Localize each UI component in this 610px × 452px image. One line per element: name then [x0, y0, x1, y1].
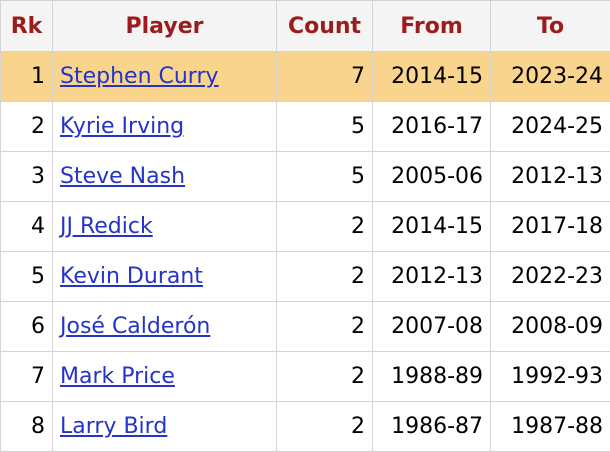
player-link[interactable]: Kyrie Irving — [60, 114, 185, 139]
cell: 2 — [0, 101, 53, 152]
player-link[interactable]: JJ Redick — [60, 214, 153, 239]
cell: 2012-13 — [490, 151, 610, 202]
cell: 2 — [276, 251, 373, 302]
column-header: To — [490, 0, 610, 52]
table-row: 7 Mark Price 2 1988-89 1992-93 — [0, 351, 610, 402]
player-cell: Kyrie Irving — [52, 101, 277, 152]
cell: 2 — [276, 201, 373, 252]
cell: 5 — [276, 151, 373, 202]
player-cell: José Calderón — [52, 301, 277, 352]
column-header: Count — [276, 0, 373, 52]
cell: 2008-09 — [490, 301, 610, 352]
cell: 2 — [276, 351, 373, 402]
table-row: 3 Steve Nash 5 2005-06 2012-13 — [0, 151, 610, 202]
table-row: 5 Kevin Durant 2 2012-13 2022-23 — [0, 251, 610, 302]
cell: 1988-89 — [372, 351, 491, 402]
cell: 6 — [0, 301, 53, 352]
cell: 7 — [276, 51, 373, 102]
cell: 2023-24 — [490, 51, 610, 102]
cell: 1986-87 — [372, 401, 491, 452]
table-row: 4 JJ Redick 2 2014-15 2017-18 — [0, 201, 610, 252]
cell: 2007-08 — [372, 301, 491, 352]
column-header: Rk — [0, 0, 53, 52]
cell: 1 — [0, 51, 53, 102]
table-row: 1 Stephen Curry 7 2014-15 2023-24 — [0, 51, 610, 102]
column-header: From — [372, 0, 491, 52]
cell: 2014-15 — [372, 51, 491, 102]
cell: 2017-18 — [490, 201, 610, 252]
cell: 2005-06 — [372, 151, 491, 202]
cell: 2014-15 — [372, 201, 491, 252]
player-cell: JJ Redick — [52, 201, 277, 252]
cell: 2012-13 — [372, 251, 491, 302]
header-row: Rk Player Count From To — [0, 0, 610, 52]
player-cell: Stephen Curry — [52, 51, 277, 102]
table-row: 6 José Calderón 2 2007-08 2008-09 — [0, 301, 610, 352]
cell: 5 — [276, 101, 373, 152]
cell: 2 — [276, 301, 373, 352]
player-link[interactable]: Stephen Curry — [60, 64, 219, 89]
table-body: 1 Stephen Curry 7 2014-15 2023-24 2 Kyrie Irvi… — [0, 51, 610, 452]
cell: 1987-88 — [490, 401, 610, 452]
player-link[interactable]: Steve Nash — [60, 164, 186, 189]
cell: 5 — [0, 251, 53, 302]
cell: 3 — [0, 151, 53, 202]
table-row: 2 Kyrie Irving 5 2016-17 2024-25 — [0, 101, 610, 152]
cell: 2024-25 — [490, 101, 610, 152]
player-link[interactable]: Mark Price — [60, 364, 175, 389]
player-link[interactable]: José Calderón — [60, 314, 211, 339]
player-link[interactable]: Larry Bird — [60, 414, 168, 439]
player-cell: Steve Nash — [52, 151, 277, 202]
player-cell: Larry Bird — [52, 401, 277, 452]
cell: 2022-23 — [490, 251, 610, 302]
table-row: 8 Larry Bird 2 1986-87 1987-88 — [0, 401, 610, 452]
cell: 4 — [0, 201, 53, 252]
cell: 2 — [276, 401, 373, 452]
player-link[interactable]: Kevin Durant — [60, 264, 203, 289]
cell: 2016-17 — [372, 101, 491, 152]
player-cell: Mark Price — [52, 351, 277, 402]
cell: 1992-93 — [490, 351, 610, 402]
player-cell: Kevin Durant — [52, 251, 277, 302]
cell: 7 — [0, 351, 53, 402]
column-header: Player — [52, 0, 277, 52]
cell: 8 — [0, 401, 53, 452]
